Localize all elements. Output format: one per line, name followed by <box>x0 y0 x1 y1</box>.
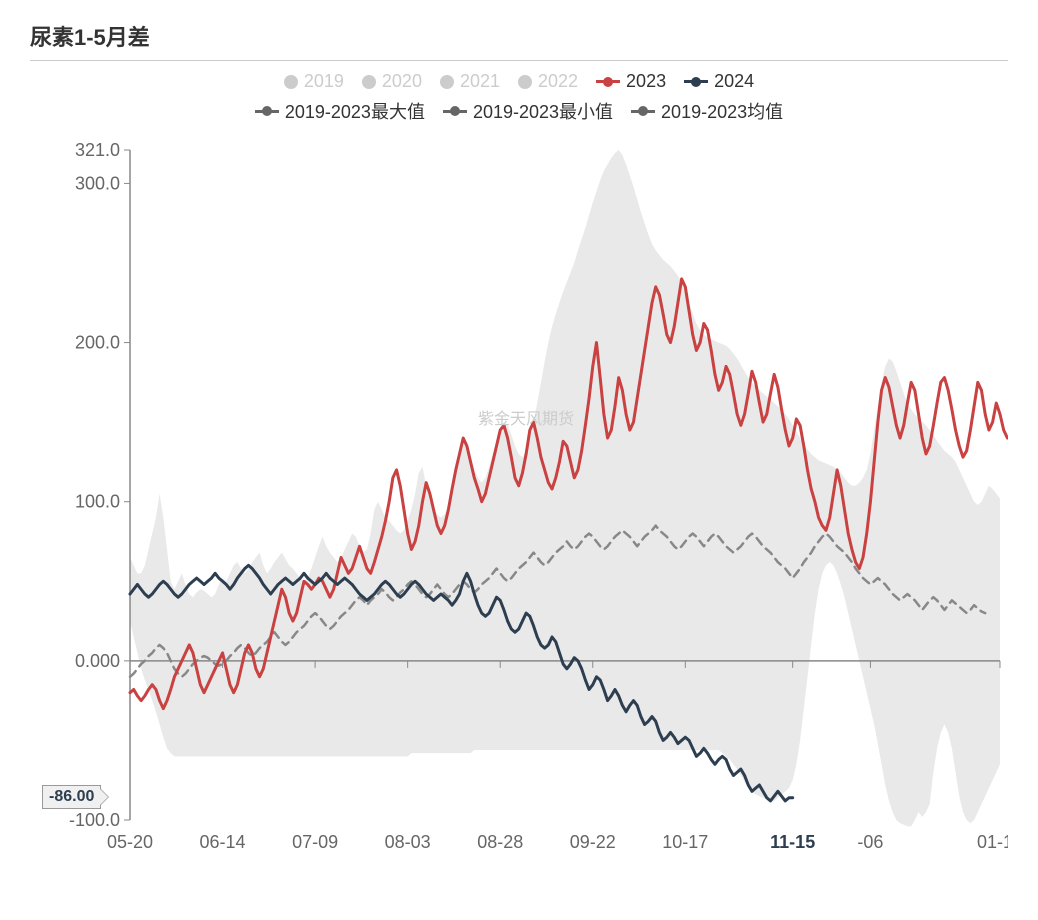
x-tick-label: 08-03 <box>385 832 431 852</box>
legend-item-2019-2023最大值[interactable]: 2019-2023最大值 <box>255 98 425 124</box>
legend-label: 2019 <box>304 71 344 92</box>
legend-row-2: 2019-2023最大值 2019-2023最小值 2019-2023均值 <box>70 98 968 124</box>
legend-item-2019-2023最小值[interactable]: 2019-2023最小值 <box>443 98 613 124</box>
legend: 201920202021202220232024 2019-2023最大值201… <box>30 71 1008 140</box>
legend-item-2024[interactable]: 2024 <box>684 71 754 92</box>
legend-item-2021[interactable]: 2021 <box>440 71 500 92</box>
legend-marker <box>443 110 467 113</box>
x-tick-label: -06 <box>857 832 883 852</box>
legend-label: 2023 <box>626 71 666 92</box>
legend-marker <box>362 75 376 89</box>
legend-item-2020[interactable]: 2020 <box>362 71 422 92</box>
legend-marker <box>596 80 620 83</box>
legend-label: 2024 <box>714 71 754 92</box>
x-tick-label: 11-15 <box>770 832 815 852</box>
legend-item-2022[interactable]: 2022 <box>518 71 578 92</box>
x-tick-label: 07-09 <box>292 832 338 852</box>
legend-marker <box>284 75 298 89</box>
legend-row-1: 2019 2020 2021 2022 2023 2024 <box>70 71 968 92</box>
legend-marker <box>518 75 532 89</box>
x-tick-label: 05-20 <box>107 832 153 852</box>
x-tick-label: 08-28 <box>477 832 523 852</box>
chart-svg: 321.0 300.0 200.0 100.0 0.000 -100.005-20 06-1… <box>30 140 1008 860</box>
chart-title: 尿素1-5月差 <box>30 20 1008 52</box>
legend-marker <box>255 110 279 113</box>
x-tick-label: 06-14 <box>200 832 246 852</box>
legend-label: 2022 <box>538 71 578 92</box>
y-tick-label: 100.0 <box>75 492 120 512</box>
y-tick-label: 200.0 <box>75 333 120 353</box>
legend-item-2019-2023均值[interactable]: 2019-2023均值 <box>631 98 783 124</box>
legend-marker <box>440 75 454 89</box>
legend-label: 2019-2023均值 <box>661 98 783 124</box>
legend-label: 2019-2023最大值 <box>285 98 425 124</box>
legend-label: 2021 <box>460 71 500 92</box>
legend-label: 2019-2023最小值 <box>473 98 613 124</box>
legend-item-2019[interactable]: 2019 <box>284 71 344 92</box>
x-tick-label: 10-17 <box>662 832 708 852</box>
legend-item-2023[interactable]: 2023 <box>596 71 666 92</box>
range-band <box>130 150 1000 826</box>
y-tick-label: 321.0 <box>75 140 120 160</box>
y-tick-label: 300.0 <box>75 173 120 193</box>
y-tick-label: -100.0 <box>69 810 120 830</box>
y-axis-badge: -86.00 <box>42 785 101 809</box>
legend-marker <box>684 80 708 83</box>
x-tick-label: 09-22 <box>570 832 616 852</box>
title-divider <box>30 60 1008 61</box>
x-tick-label: 01-10 <box>977 832 1008 852</box>
chart-area: 321.0 300.0 200.0 100.0 0.000 -100.005-20 06-1… <box>30 140 1008 860</box>
y-tick-label: 0.000 <box>75 651 120 671</box>
legend-label: 2020 <box>382 71 422 92</box>
legend-marker <box>631 110 655 113</box>
